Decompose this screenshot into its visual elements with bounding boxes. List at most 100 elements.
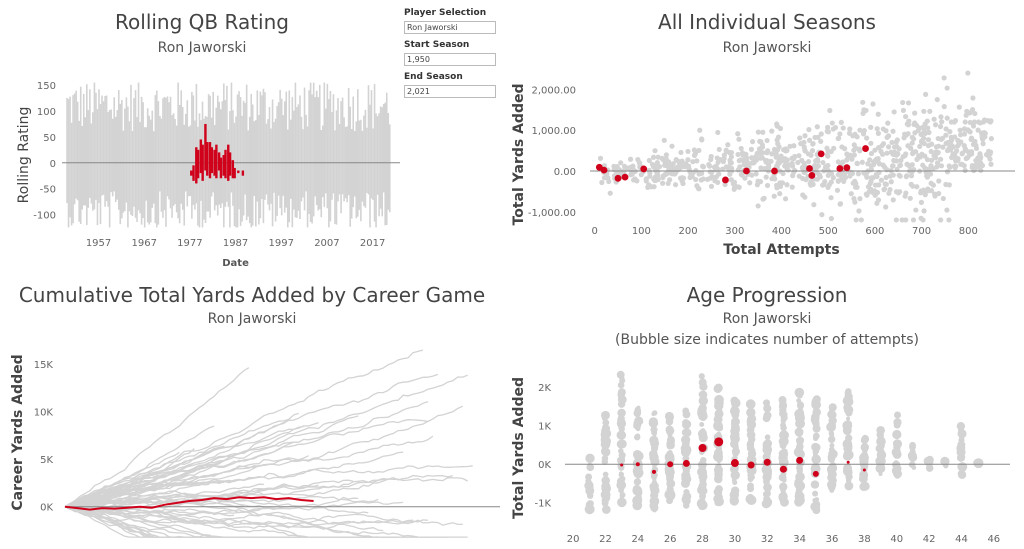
background-bubbles [584,370,984,515]
background-point [890,197,896,203]
background-bubble [762,399,771,407]
background-bubble [700,483,707,490]
background-bubble [731,440,739,448]
background-career-line [64,349,424,508]
background-point [842,146,848,152]
background-point [904,161,910,167]
background-point [708,183,715,189]
background-bubble [926,455,934,463]
background-point [655,154,661,160]
start-season-input[interactable]: 1,950 [404,53,496,66]
background-point [725,142,731,148]
background-bubble [619,471,624,477]
highlight-points [595,145,869,184]
background-bubble [796,389,802,395]
background-point [847,173,853,179]
background-point [851,142,857,148]
background-bubble [780,398,785,403]
background-bubble [959,432,965,437]
background-point [955,137,961,144]
background-point [838,119,844,125]
background-point [821,181,827,188]
background-bubble [778,473,787,482]
background-point [819,212,825,218]
background-point [909,140,915,146]
background-point [886,190,892,196]
highlight-point [817,150,825,158]
x-tick-label: 700 [912,226,931,237]
background-point [948,134,954,140]
background-bubble [862,477,867,482]
background-point [665,180,671,187]
background-point [777,191,783,197]
background-bubble [893,421,901,429]
background-point [867,157,873,163]
background-point [985,153,992,159]
background-point [663,162,669,169]
background-point [783,159,789,165]
background-bubble [877,442,885,450]
background-bubble [698,500,708,510]
background-point [798,141,804,147]
background-point [961,142,967,149]
player-selection-input[interactable]: Ron Jaworski [404,21,496,34]
background-bubble [684,503,690,508]
background-bubble [648,418,659,428]
x-tick-label: 22 [599,534,612,545]
background-bubble [619,377,626,384]
y-tick-label: 0K [538,460,551,471]
background-bubble [619,398,626,405]
x-tick-label: 40 [890,534,903,545]
background-point [911,121,917,128]
background-bubble [891,447,901,457]
background-bubble [876,425,885,435]
background-point [828,215,834,222]
background-point [957,132,964,138]
background-career-line [64,474,453,508]
background-bubble [894,460,899,465]
background-point [857,196,863,202]
background-bubble [633,419,641,427]
background-point [890,163,896,169]
background-point [893,217,899,223]
background-point [853,184,859,190]
background-bubble [778,449,789,459]
background-point [806,137,813,143]
highlight-bubble [747,461,755,469]
background-point [700,163,706,169]
background-point [932,193,938,199]
background-point [975,161,981,167]
background-point [832,124,839,131]
background-point [941,104,947,110]
end-season-input[interactable]: 2,021 [404,85,496,98]
background-bubble [667,417,673,423]
background-point [825,129,832,135]
background-bubble [745,494,756,504]
x-tick-label: 36 [826,534,839,545]
background-bubble [635,503,640,509]
highlight-bubble [620,463,624,467]
background-point [764,158,770,164]
background-point [853,217,859,223]
background-point [820,159,826,166]
background-bubble [747,414,757,424]
y-tick-label: 5K [40,455,53,466]
background-point [885,120,891,126]
x-axis-label: Total Attempts [723,242,839,258]
background-bubble [925,464,934,472]
background-point [875,159,881,166]
background-point [811,202,817,208]
background-bubble [682,420,691,430]
background-point [764,137,770,144]
rolling-chart: -100 -50 0 50 100 150 1957 1967 1977 1987 1997 2007… [16,81,400,269]
background-bubble [877,451,885,459]
background-point [975,127,981,133]
highlight-bubble [862,468,866,472]
background-bubble [911,451,916,457]
background-bubble [731,411,740,419]
x-tick-label: 26 [664,534,677,545]
background-career-line [64,367,250,508]
highlight-point [614,174,622,182]
background-point [923,188,929,195]
background-point [747,180,753,186]
